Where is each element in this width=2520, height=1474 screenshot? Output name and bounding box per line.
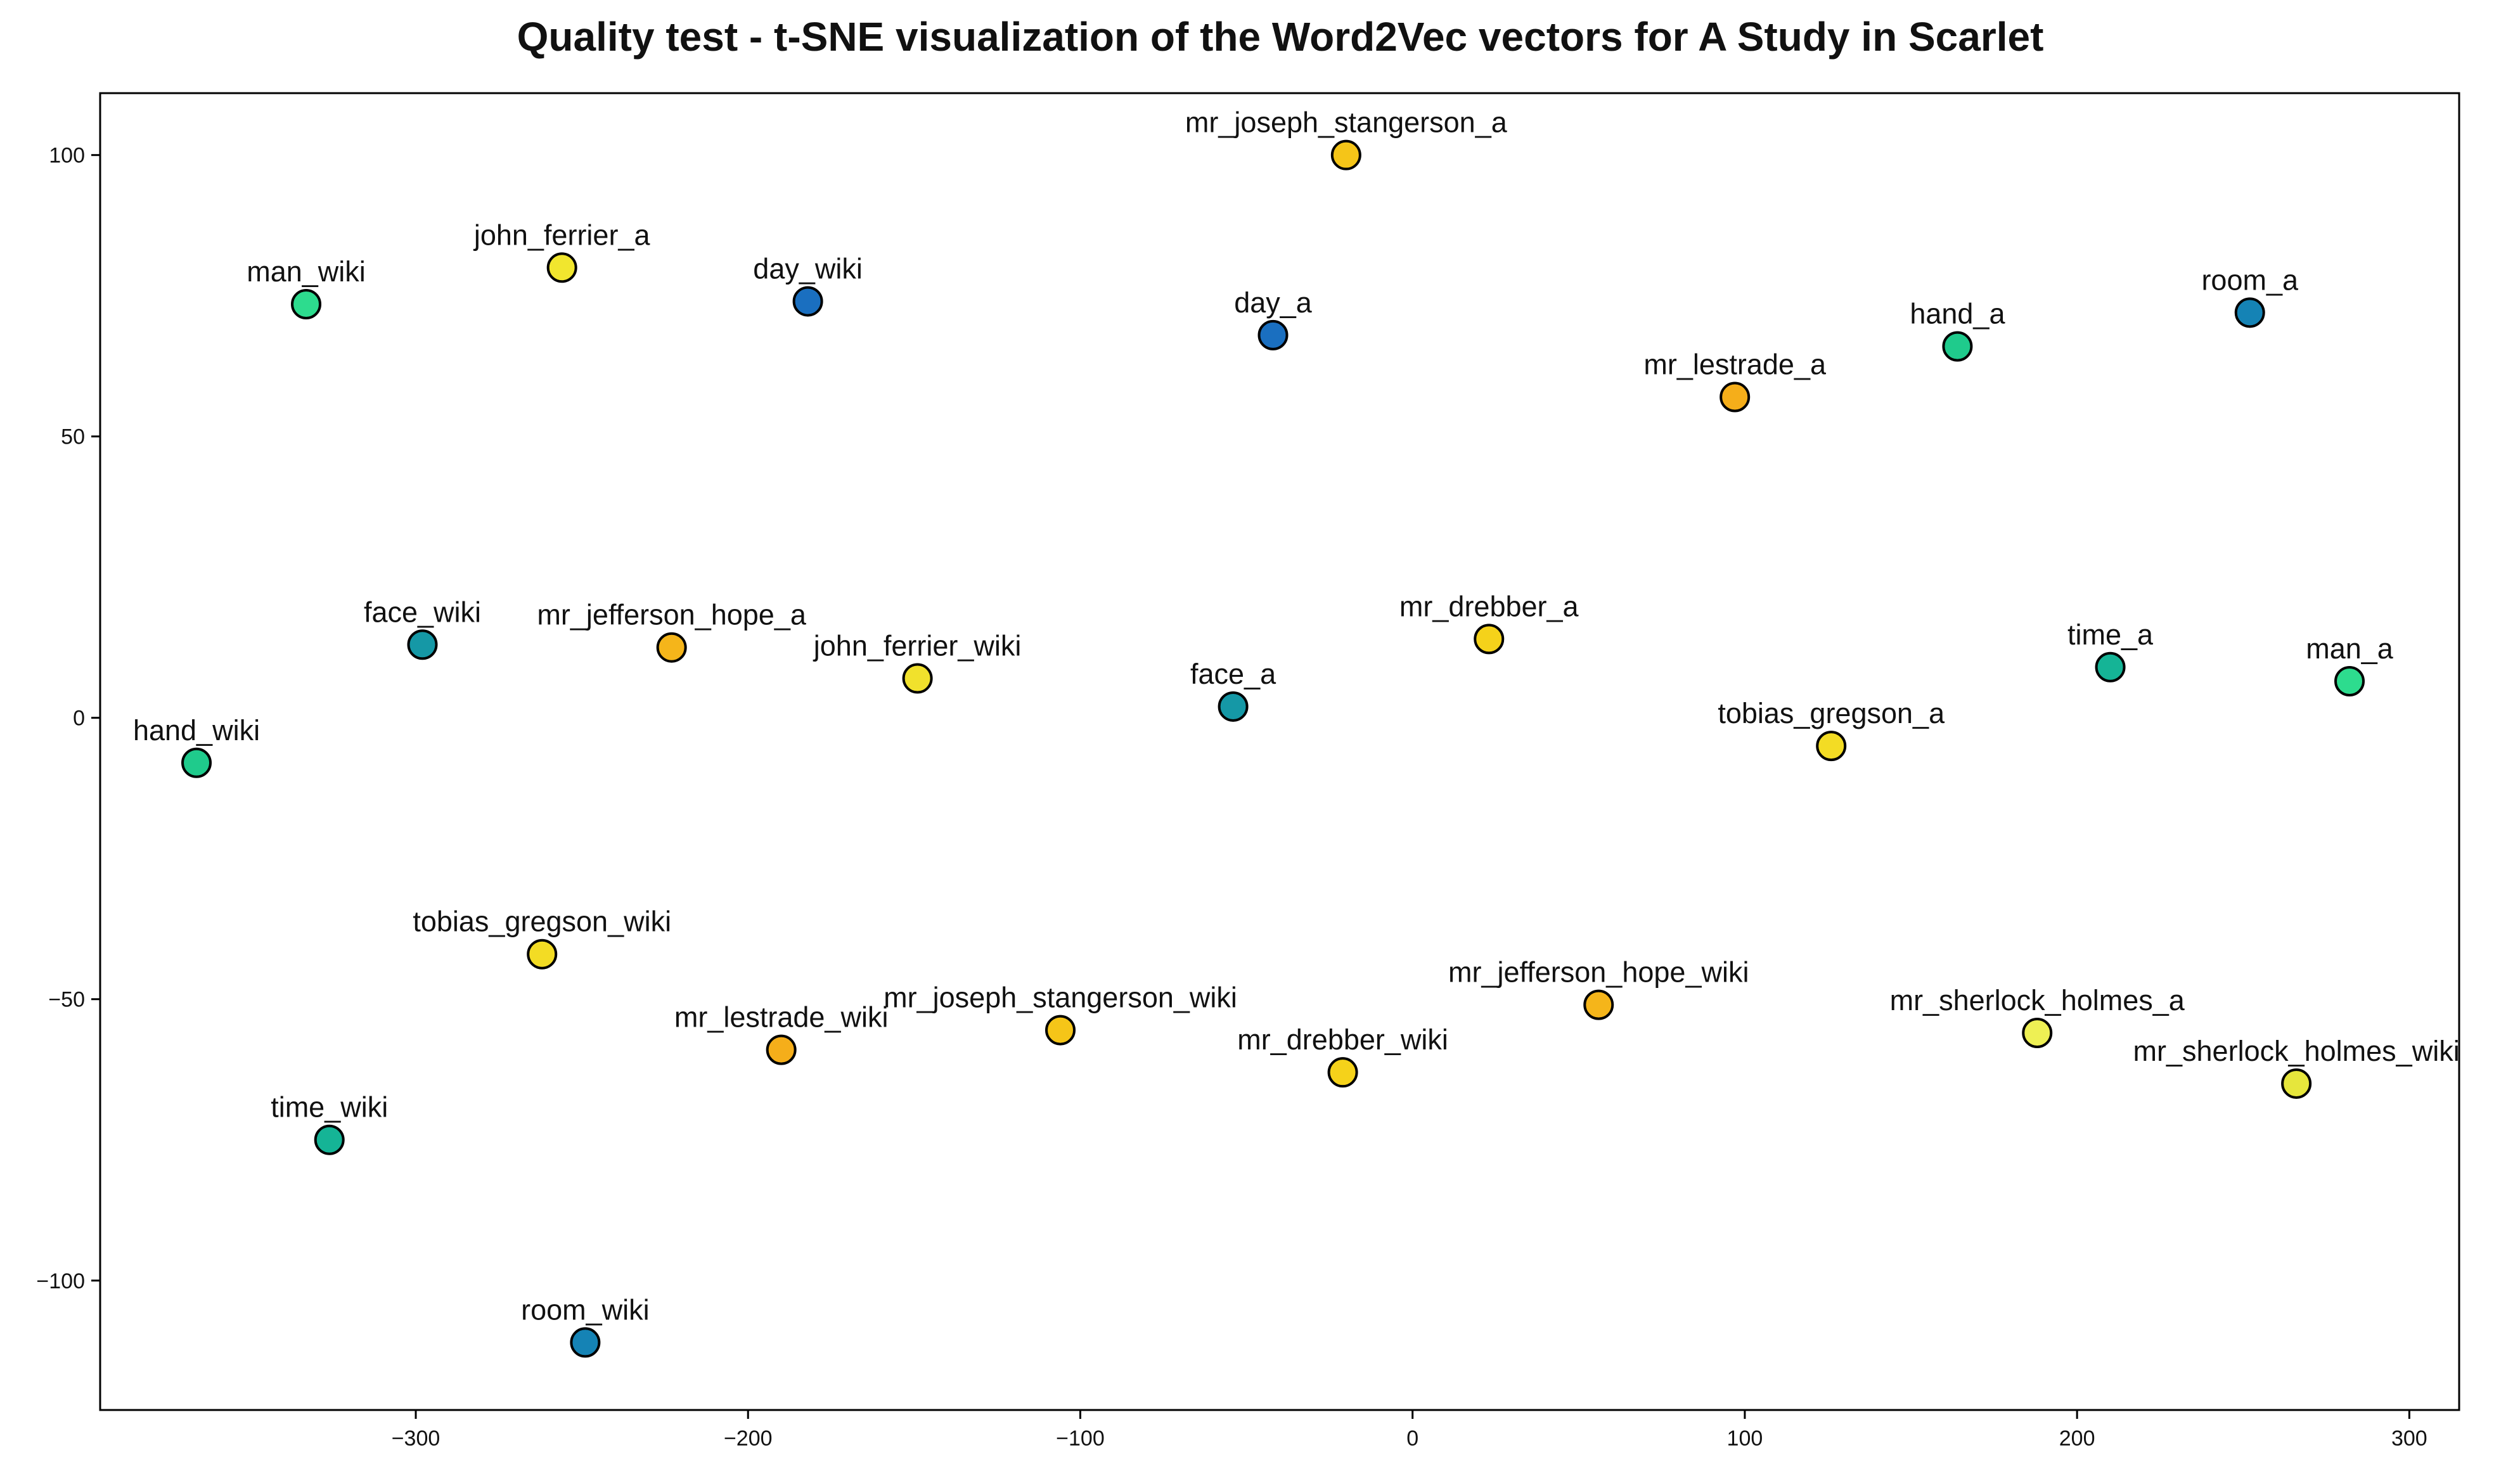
plot-area-frame	[99, 92, 2460, 1411]
scatter-point	[570, 1327, 601, 1358]
point-label: mr_joseph_stangerson_wiki	[884, 982, 1237, 1014]
scatter-point	[1257, 319, 1289, 350]
scatter-point	[1720, 381, 1751, 413]
point-label: mr_jefferson_hope_a	[537, 599, 806, 631]
point-label: time_wiki	[271, 1091, 388, 1124]
scatter-point	[291, 289, 322, 320]
point-label: day_wiki	[753, 253, 863, 285]
y-tick-label: 100	[49, 144, 85, 168]
x-tick-label: −300	[392, 1426, 440, 1451]
y-axis: 100 50 0 −50 −100	[36, 144, 100, 1293]
point-label: man_a	[2306, 632, 2394, 665]
x-tick-label: 100	[1727, 1426, 1763, 1451]
y-tick-label: −100	[36, 1269, 85, 1293]
scatter-point	[1327, 1057, 1358, 1088]
point-label: john_ferrier_wiki	[813, 630, 1022, 662]
x-tick-label: 300	[2391, 1426, 2427, 1451]
point-label: mr_drebber_a	[1399, 590, 1579, 622]
scatter-points	[181, 139, 2365, 1358]
point-label: mr_drebber_wiki	[1237, 1023, 1448, 1056]
scatter-point	[1218, 691, 1249, 722]
scatter-point	[1583, 989, 1614, 1020]
chart-title: Quality test - t-SNE visualization of th…	[517, 14, 2044, 60]
point-label: mr_sherlock_holmes_wiki	[2133, 1035, 2460, 1067]
point-label: room_a	[2201, 264, 2299, 296]
point-label: mr_jefferson_hope_wiki	[1448, 956, 1749, 989]
point-label: mr_joseph_stangerson_a	[1185, 106, 1508, 139]
point-label: tobias_gregson_wiki	[413, 906, 671, 938]
point-label: hand_wiki	[133, 714, 260, 747]
point-labels: mr_joseph_stangerson_a john_ferrier_a man_…	[133, 106, 2460, 1326]
point-label: face_wiki	[364, 596, 481, 628]
point-label: face_a	[1190, 658, 1276, 690]
point-label: mr_lestrade_a	[1643, 349, 1827, 381]
y-tick-label: −50	[48, 988, 85, 1012]
point-label: room_wiki	[521, 1293, 650, 1326]
scatter-point	[2281, 1068, 2312, 1099]
scatter-point	[1330, 139, 1361, 170]
scatter-point	[546, 252, 577, 283]
scatter-point	[1474, 624, 1505, 655]
x-tick-label: −200	[724, 1426, 773, 1451]
point-label: mr_sherlock_holmes_a	[1890, 984, 2185, 1016]
scatter-point	[2334, 665, 2365, 696]
scatter-point	[766, 1034, 797, 1065]
point-label: john_ferrier_a	[473, 219, 651, 251]
point-label: mr_lestrade_wiki	[674, 1001, 889, 1034]
scatter-point	[792, 286, 823, 317]
scatter-point	[902, 663, 933, 694]
x-axis: −300 −200 −100 0 100 200 300	[392, 1410, 2427, 1451]
scatter-point	[1816, 731, 1847, 762]
scatter-point	[2095, 651, 2126, 683]
scatter-point	[527, 939, 558, 970]
y-tick-label: 50	[61, 425, 85, 449]
scatter-point	[1942, 331, 1973, 362]
scatter-point	[181, 747, 212, 778]
scatter-point	[1045, 1015, 1076, 1046]
scatter-point	[656, 632, 687, 663]
x-tick-label: −100	[1056, 1426, 1105, 1451]
x-tick-label: 200	[2059, 1426, 2095, 1451]
y-tick-label: 0	[73, 707, 85, 731]
scatter-point	[407, 629, 438, 660]
point-label: man_wiki	[247, 255, 366, 288]
scatter-point	[2234, 297, 2265, 328]
point-label: day_a	[1234, 286, 1313, 319]
point-label: tobias_gregson_a	[1718, 697, 1945, 729]
point-label: hand_a	[1910, 298, 2005, 330]
x-tick-label: 0	[1406, 1426, 1418, 1451]
point-label: time_a	[2067, 618, 2154, 651]
scatter-point	[314, 1124, 345, 1155]
scatter-point	[2022, 1018, 2053, 1049]
